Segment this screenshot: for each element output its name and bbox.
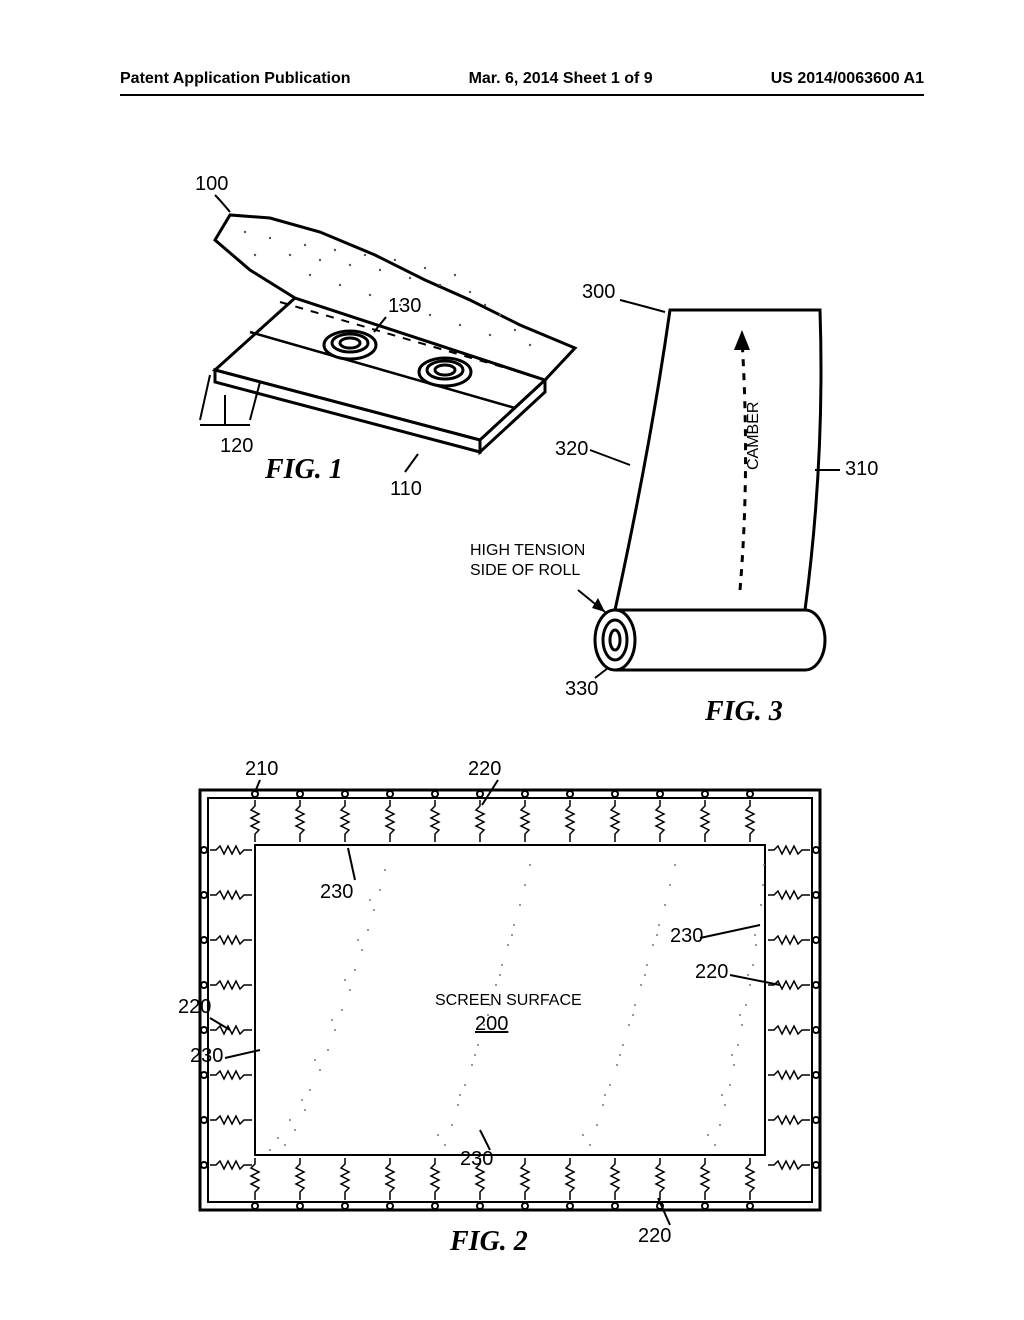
ref-300: 300 <box>582 281 615 303</box>
ref-320: 320 <box>555 438 588 460</box>
ref-110: 110 <box>390 478 422 500</box>
ref-220-b: 220 <box>638 1225 671 1247</box>
ref-230-r: 230 <box>670 925 703 947</box>
fig2-label: FIG. 2 <box>449 1226 528 1257</box>
ref-220-top: 220 <box>468 758 501 780</box>
ref-230-tl: 230 <box>320 881 353 903</box>
tension-label-1: HIGH TENSION <box>470 542 585 559</box>
ref-230-b: 230 <box>460 1148 493 1170</box>
ref-310: 310 <box>845 458 878 480</box>
page-header: Patent Application Publication Mar. 6, 2… <box>120 70 924 96</box>
header-right: US 2014/0063600 A1 <box>771 70 924 88</box>
ref-230-l: 230 <box>190 1045 223 1067</box>
ref-120: 120 <box>220 435 253 457</box>
page: Patent Application Publication Mar. 6, 2… <box>0 0 1024 1320</box>
ref-130: 130 <box>388 295 421 317</box>
header-left: Patent Application Publication <box>120 70 351 88</box>
figures-svg: 100 130 120 110 FIG. 1 <box>100 140 924 1260</box>
ref-200: 200 <box>475 1013 508 1035</box>
tension-label-2: SIDE OF ROLL <box>470 562 580 579</box>
fig1: 100 130 120 110 FIG. 1 <box>195 173 575 500</box>
ref-220-r: 220 <box>695 961 728 983</box>
ref-330: 330 <box>565 678 598 700</box>
header-center: Mar. 6, 2014 Sheet 1 of 9 <box>469 70 653 88</box>
fig1-label: FIG. 1 <box>264 454 343 485</box>
screen-surface-label: SCREEN SURFACE <box>435 992 582 1009</box>
camber-label: CAMBER <box>745 402 762 470</box>
fig3-label: FIG. 3 <box>704 696 783 727</box>
ref-220-l: 220 <box>178 996 211 1018</box>
figure-area: 100 130 120 110 FIG. 1 <box>100 140 924 1260</box>
ref-100: 100 <box>195 173 228 195</box>
ref-210: 210 <box>245 758 278 780</box>
fig2: SCREEN SURFACE 200 210 220 230 230 220 2… <box>178 758 820 1257</box>
